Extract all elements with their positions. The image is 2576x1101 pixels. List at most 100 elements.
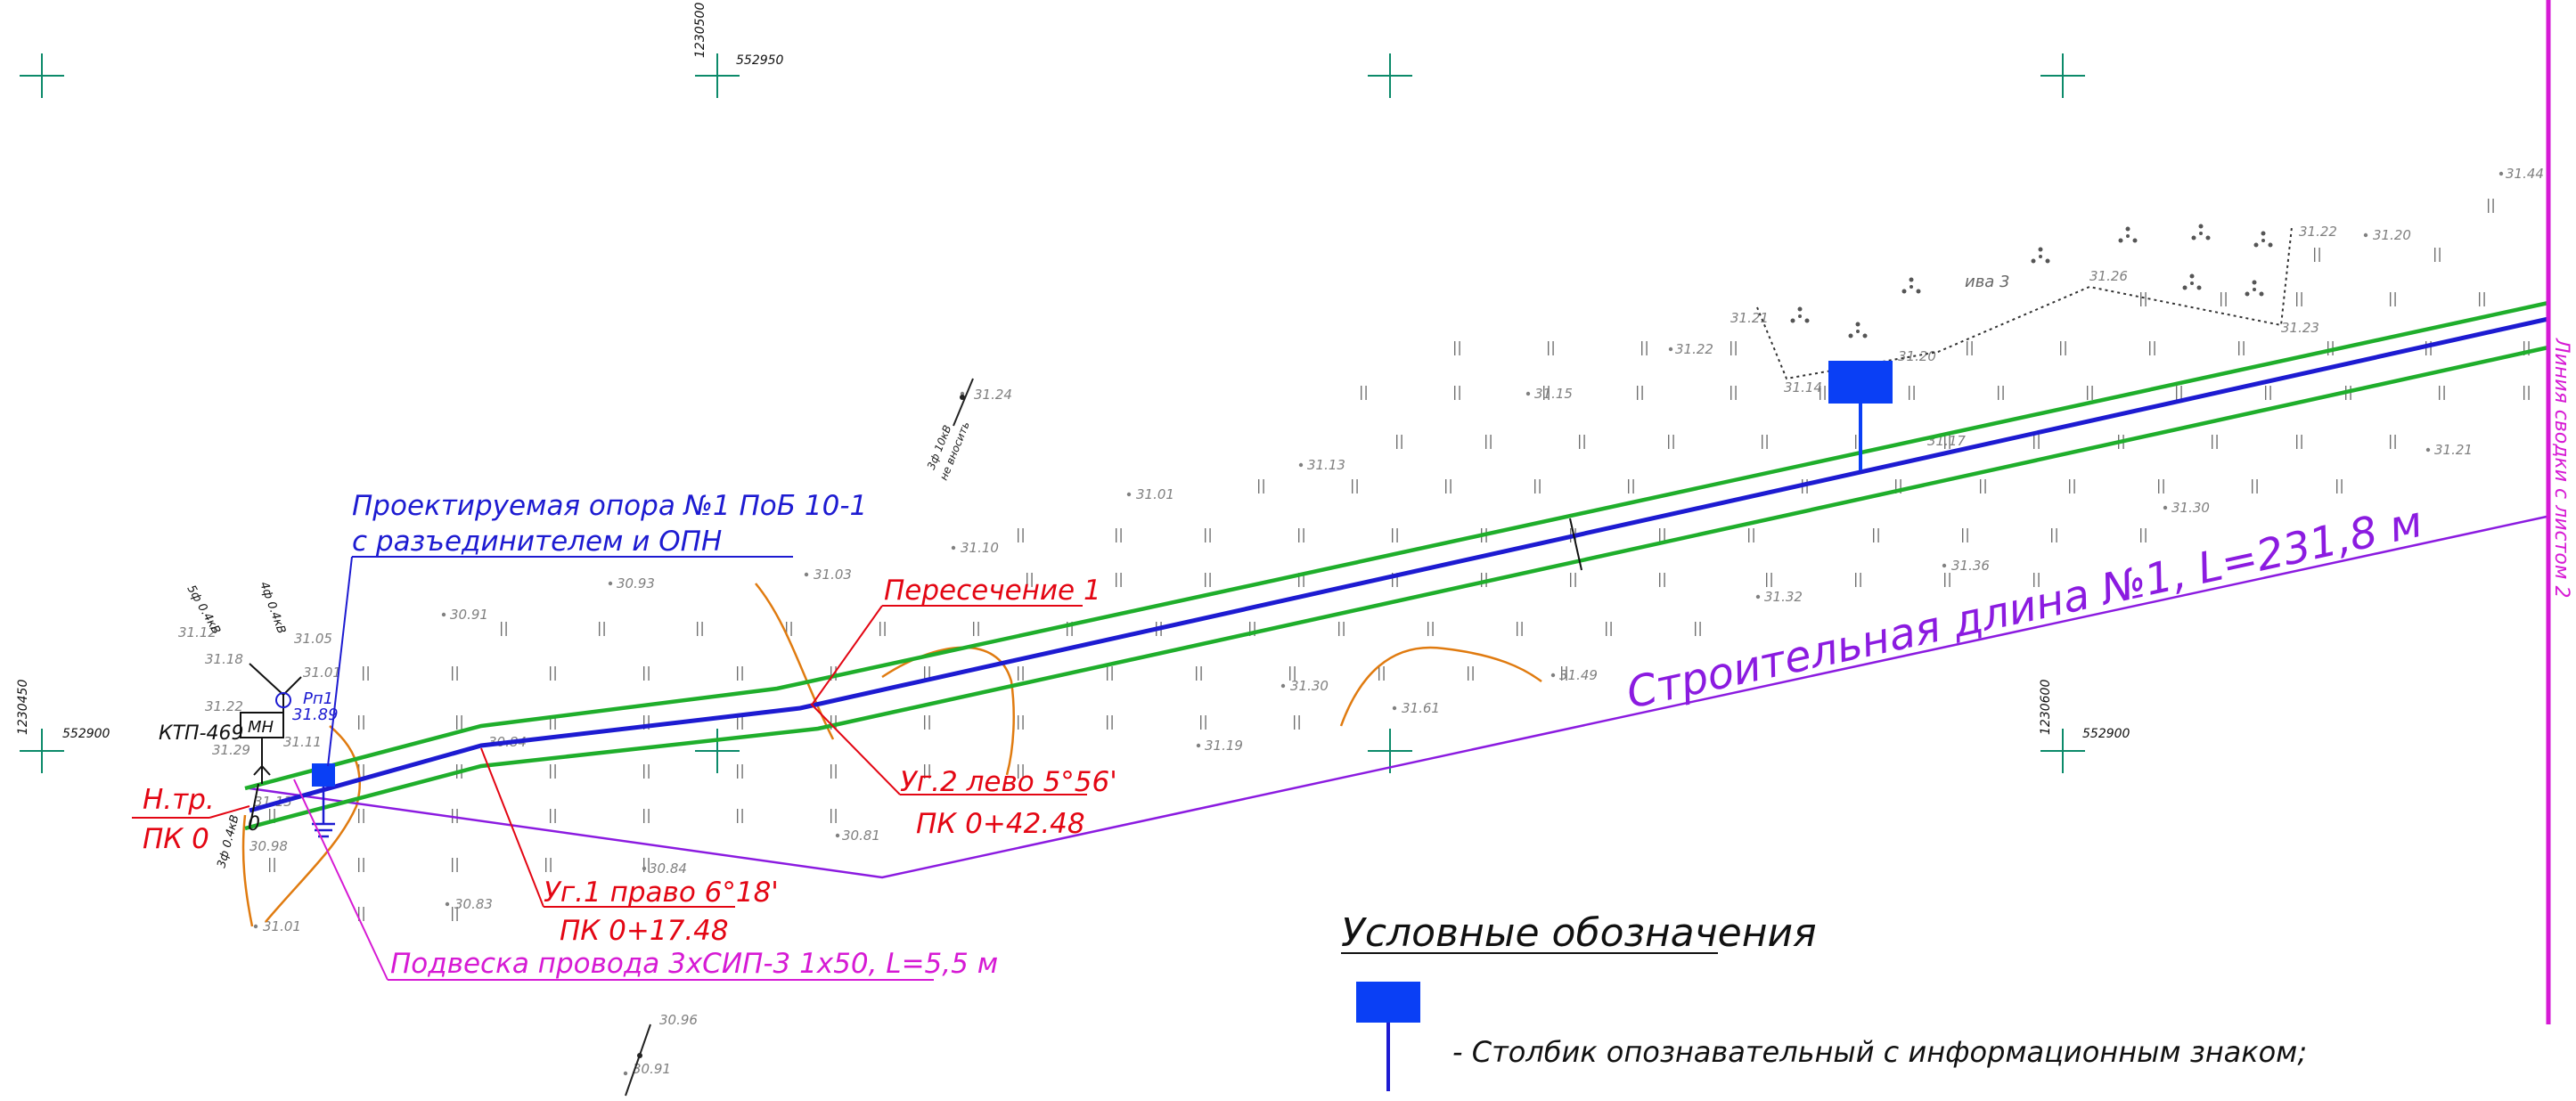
- svg-text:||: ||: [642, 664, 651, 681]
- svg-text:||: ||: [1942, 432, 1952, 449]
- svg-text:||: ||: [2237, 338, 2246, 355]
- route-buffer-lines: [244, 300, 2549, 831]
- svg-text:||: ||: [356, 855, 366, 872]
- construction-length-outline: [249, 515, 2547, 879]
- svg-text:31.29: 31.29: [212, 742, 250, 758]
- svg-text:||: ||: [1025, 570, 1034, 587]
- svg-text:||: ||: [1479, 570, 1489, 587]
- ktp-box-label: МН: [248, 718, 274, 737]
- svg-text:||: ||: [878, 619, 887, 636]
- match-line-label: Линия сводки с листом 2: [2550, 338, 2572, 598]
- small-overhead-wire: [953, 378, 974, 427]
- svg-text:||: ||: [695, 619, 705, 636]
- svg-text:||: ||: [1546, 338, 1556, 355]
- svg-text:||: ||: [450, 806, 460, 823]
- svg-text:||: ||: [2032, 570, 2041, 587]
- legend-item-text: - Столбик опознавательный с информационн…: [1452, 1035, 2307, 1069]
- svg-text:31.20: 31.20: [1898, 348, 1936, 364]
- start-label-line1: Н.тр.: [143, 784, 215, 816]
- svg-text:||: ||: [1105, 713, 1115, 730]
- svg-text:||: ||: [1114, 526, 1124, 542]
- svg-text:||: ||: [1390, 570, 1400, 587]
- svg-text:||: ||: [829, 664, 838, 681]
- svg-text:31.22: 31.22: [2299, 224, 2337, 240]
- svg-text:||: ||: [2433, 245, 2442, 262]
- svg-text:||: ||: [2219, 290, 2228, 306]
- svg-text:||: ||: [1198, 713, 1208, 730]
- svg-text:||: ||: [1818, 383, 1828, 400]
- svg-text:31.15: 31.15: [1534, 386, 1573, 402]
- svg-text:||: ||: [1965, 338, 1975, 355]
- legend: Условные обозначения - Столбик опознават…: [1341, 910, 2307, 1091]
- svg-text:||: ||: [1577, 432, 1587, 449]
- svg-text:||: ||: [1105, 664, 1115, 681]
- svg-text:||: ||: [1016, 526, 1026, 542]
- svg-text:||: ||: [1114, 570, 1124, 587]
- svg-text:||: ||: [2049, 526, 2059, 542]
- svg-text:31.30: 31.30: [1290, 678, 1329, 694]
- grid-label-left-y: 552900: [62, 727, 110, 741]
- route-line: [249, 316, 2549, 813]
- grid-label-top-x: 1230500: [693, 3, 707, 58]
- legend-title: Условные обозначения: [1341, 910, 1817, 956]
- svg-text:||: ||: [1746, 526, 1756, 542]
- svg-text:||: ||: [2294, 432, 2304, 449]
- svg-text:||: ||: [1996, 383, 2006, 400]
- svg-text:||: ||: [735, 664, 745, 681]
- rp-label-2: 31.89: [292, 705, 339, 724]
- angle2-label-line2: ПК 0+42.48: [916, 808, 1085, 840]
- svg-text:||: ||: [1247, 619, 1257, 636]
- svg-text:||: ||: [1350, 477, 1360, 493]
- svg-text:||: ||: [1893, 477, 1903, 493]
- svg-text:||: ||: [2312, 245, 2322, 262]
- svg-text:||: ||: [597, 619, 607, 636]
- svg-text:||: ||: [829, 713, 838, 730]
- svg-text:31.14: 31.14: [1784, 379, 1822, 396]
- elevation-labels: 31.44 31.22 31.20 31.26 31.23 31.21 31.2…: [178, 166, 2544, 1077]
- legend-post-icon: [1356, 982, 1420, 1023]
- annotation-leaders: [132, 556, 1087, 981]
- svg-text:||: ||: [1626, 477, 1636, 493]
- lower-wire: [625, 1024, 651, 1097]
- angle1-label-line1: Уг.1 право 6°18': [544, 877, 779, 909]
- svg-text:||: ||: [642, 806, 651, 823]
- route-tick: [1569, 518, 1582, 571]
- svg-text:||: ||: [1377, 664, 1386, 681]
- svg-text:||: ||: [2174, 383, 2184, 400]
- svg-text:||: ||: [450, 904, 460, 921]
- svg-text:||: ||: [450, 855, 460, 872]
- svg-text:30.96: 30.96: [659, 1012, 698, 1028]
- svg-text:31.20: 31.20: [2373, 227, 2411, 243]
- svg-text:||: ||: [499, 619, 509, 636]
- support-label-line1: Проектируемая опора №1 ПоБ 10-1: [352, 490, 867, 522]
- svg-text:||: ||: [1292, 713, 1302, 730]
- svg-text:||: ||: [1604, 619, 1614, 636]
- svg-text:||: ||: [2067, 477, 2077, 493]
- svg-text:31.32: 31.32: [1764, 589, 1803, 605]
- svg-text:||: ||: [548, 762, 558, 779]
- rp-label-1: Рп1: [303, 689, 333, 708]
- svg-text:||: ||: [1203, 570, 1213, 587]
- svg-text:||: ||: [2522, 383, 2531, 400]
- svg-text:||: ||: [2138, 526, 2148, 542]
- svg-text:31.30: 31.30: [2171, 500, 2210, 516]
- svg-text:30.83: 30.83: [454, 896, 493, 912]
- svg-text:||: ||: [642, 762, 651, 779]
- svg-text:||: ||: [1296, 526, 1306, 542]
- svg-text:||: ||: [1568, 570, 1578, 587]
- svg-text:31.21: 31.21: [1730, 310, 1769, 326]
- svg-text:||: ||: [1871, 526, 1881, 542]
- svg-text:||: ||: [2335, 477, 2344, 493]
- svg-text:31.49: 31.49: [1559, 667, 1598, 683]
- svg-text:||: ||: [1443, 477, 1453, 493]
- svg-text:||: ||: [1484, 432, 1493, 449]
- grid-label-left-x: 1230450: [16, 680, 30, 735]
- svg-text:||: ||: [1853, 570, 1863, 587]
- ktp-label: КТП-469: [159, 722, 244, 745]
- svg-text:||: ||: [735, 806, 745, 823]
- svg-text:||: ||: [642, 713, 651, 730]
- svg-text:||: ||: [267, 806, 277, 823]
- svg-text:||: ||: [2156, 477, 2166, 493]
- svg-text:||: ||: [2388, 290, 2398, 306]
- grid-label-top-y: 552950: [736, 53, 784, 68]
